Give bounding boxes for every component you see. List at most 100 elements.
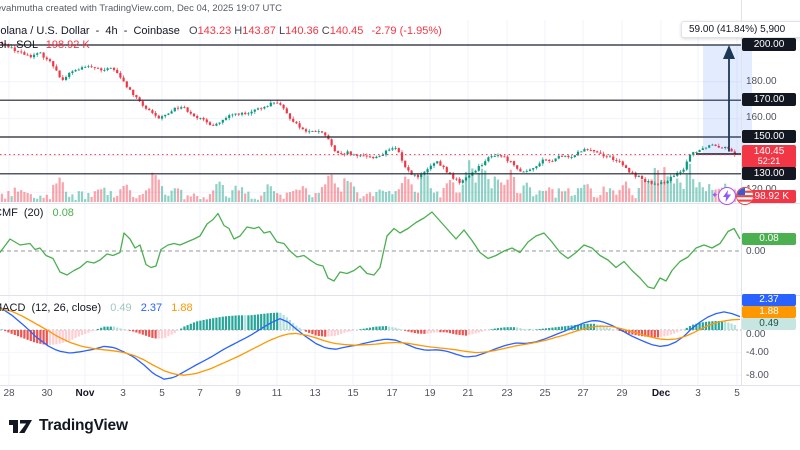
- high-value: 143.87: [242, 25, 276, 37]
- candle-body: [704, 147, 708, 149]
- macd-histogram-bar: [55, 330, 58, 345]
- candle-body: [733, 151, 736, 155]
- volume-bar: [548, 187, 551, 202]
- macd-histogram-bar: [199, 320, 202, 330]
- macd-histogram-bar: [480, 330, 484, 332]
- candle-body: [516, 165, 519, 169]
- volume-bar: [269, 186, 272, 202]
- low-value: 140.36: [285, 25, 319, 37]
- candle-body: [724, 146, 727, 149]
- candle-body: [32, 54, 36, 58]
- candle-body: [221, 119, 224, 123]
- macd-histogram-bar: [458, 330, 461, 335]
- price-axis-label: -4.00: [746, 347, 769, 358]
- macd-histogram-bar: [519, 328, 522, 330]
- macd-line: [0, 306, 741, 380]
- candle-body: [640, 175, 644, 179]
- volume-bar: [237, 190, 240, 202]
- macd-histogram-bar: [583, 323, 586, 330]
- macd-histogram-bar: [410, 330, 413, 333]
- candle-body: [48, 59, 52, 62]
- us-flag-icon[interactable]: [736, 187, 754, 205]
- macd-histogram-bar: [138, 330, 141, 334]
- volume-bar: [356, 192, 359, 202]
- macd-histogram-bar: [154, 330, 157, 339]
- macd-histogram-bar: [522, 328, 525, 330]
- macd-histogram-bar: [96, 328, 100, 330]
- macd-histogram-bar: [669, 330, 672, 335]
- volume-bar: [506, 179, 509, 202]
- macd-histogram-bar: [279, 312, 282, 330]
- candle-body: [180, 107, 183, 109]
- volume-bar: [708, 184, 711, 202]
- candle-body: [394, 148, 397, 149]
- candle-body: [388, 149, 391, 151]
- volume-bar: [503, 184, 506, 202]
- candle-body: [269, 102, 272, 107]
- time-axis-label: 15: [347, 388, 359, 399]
- candle-body: [557, 156, 560, 159]
- macd-line-value: 2.37: [140, 302, 163, 314]
- volume-bar: [340, 191, 343, 202]
- candle-body: [148, 108, 151, 111]
- candle-body: [656, 183, 660, 185]
- volume-bar: [365, 193, 368, 202]
- volume-legend: Vol · SOL 198.92 K: [0, 39, 90, 51]
- candle-body: [103, 69, 106, 71]
- boost-lightning-icon[interactable]: [718, 187, 736, 205]
- candle-body: [87, 66, 90, 68]
- candle-body: [570, 157, 573, 158]
- volume-bar: [116, 195, 119, 202]
- price-axis-badge: 0.08: [742, 233, 796, 245]
- candle-body: [234, 113, 237, 115]
- macd-histogram-bar: [141, 330, 144, 335]
- volume-bar: [439, 197, 442, 202]
- candle-body: [714, 144, 717, 146]
- volume-bar: [583, 184, 586, 202]
- macd-signal-line: [0, 307, 741, 376]
- macd-histogram-bar: [672, 330, 676, 334]
- candle-body: [336, 151, 340, 154]
- macd-histogram-bar: [717, 320, 720, 330]
- volume-bar: [448, 180, 452, 202]
- time-axis-label: 3: [695, 388, 701, 399]
- candle-body: [468, 175, 471, 178]
- volume-bar: [183, 199, 186, 202]
- volume-bar: [394, 191, 397, 202]
- candle-body: [260, 108, 263, 110]
- time-axis-label: 19: [424, 388, 436, 399]
- volume-bar: [679, 182, 682, 202]
- macd-histogram-bar: [637, 330, 640, 336]
- candle-body: [436, 161, 439, 164]
- macd-histogram-bar: [285, 317, 288, 330]
- candle-body: [452, 173, 455, 179]
- macd-histogram-bar: [676, 330, 679, 333]
- macd-histogram-bar: [730, 323, 733, 330]
- volume-bar: [180, 189, 183, 202]
- volume-bar: [685, 174, 688, 202]
- volume-bar: [564, 191, 567, 202]
- macd-histogram-bar: [269, 313, 272, 330]
- macd-histogram-bar: [356, 329, 359, 330]
- candle-body: [484, 161, 487, 166]
- volume-bar: [381, 190, 384, 202]
- macd-histogram-bar: [653, 330, 656, 338]
- tradingview-logo[interactable]: TradingView: [9, 417, 128, 435]
- candle-body: [560, 156, 564, 157]
- macd-histogram-bar: [378, 326, 381, 330]
- time-axis-label: 30: [41, 388, 53, 399]
- candle-body: [61, 77, 64, 80]
- volume-bar: [84, 199, 87, 202]
- volume-bar: [119, 189, 122, 202]
- candle-body: [628, 167, 631, 173]
- candle-body: [685, 161, 688, 170]
- candle-body: [541, 159, 544, 164]
- sparkle-icon: ✦: [711, 190, 719, 200]
- volume-bar: [288, 192, 292, 202]
- candle-body: [717, 145, 720, 148]
- candle-body: [132, 89, 135, 96]
- macd-histogram-bar: [432, 330, 436, 333]
- volume-bar: [551, 189, 554, 202]
- macd-histogram-bar: [148, 330, 151, 337]
